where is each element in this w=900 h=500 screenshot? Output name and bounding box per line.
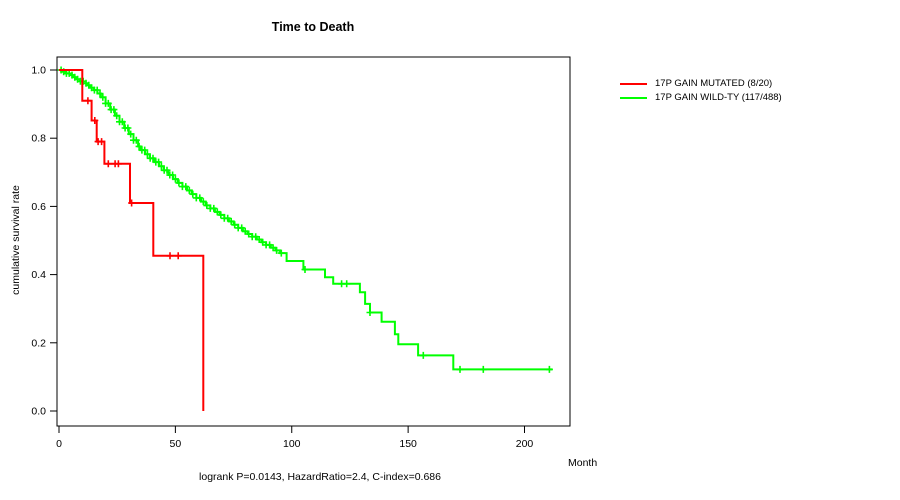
censor-mark [124, 124, 132, 132]
censor-mark [185, 186, 193, 194]
censor-mark [110, 106, 118, 114]
legend: 17P GAIN MUTATED (8/20) 17P GAIN WILD-TY… [620, 78, 782, 103]
chart-title: Time to Death [271, 20, 355, 34]
x-tick-label: 100 [283, 438, 301, 450]
censor-mark [366, 309, 374, 316]
x-tick-label: 0 [56, 438, 62, 450]
censor-mark [98, 138, 106, 146]
censor-mark [189, 190, 197, 198]
censor-mark [104, 99, 112, 107]
legend-item-mutated: 17P GAIN MUTATED (8/20) [620, 78, 782, 89]
legend-line-green [620, 96, 647, 99]
censor-mark [166, 252, 174, 260]
censor-mark [132, 136, 140, 144]
censor-mark [114, 160, 122, 168]
y-axis: 0.0 0.2 0.4 0.6 0.8 1.0 [31, 65, 57, 418]
censor-mark [196, 194, 204, 202]
x-axis-title: Month [568, 457, 598, 469]
censor-mark [456, 365, 464, 373]
legend-item-wildtype: 17P GAIN WILD-TY (117/488) [620, 92, 782, 103]
censor-mark [273, 246, 281, 254]
series-wildtype [57, 66, 553, 373]
censor-mark [163, 166, 171, 174]
censor-mark [99, 93, 107, 101]
censor-mark [104, 160, 112, 168]
censor-mark [238, 224, 246, 232]
survival-curve [59, 69, 205, 411]
censor-mark [169, 171, 177, 179]
legend-label-wildtype: 17P GAIN WILD-TY (117/488) [655, 92, 782, 103]
censor-mark [96, 90, 104, 97]
censor-mark [545, 365, 553, 373]
series-mutated [59, 69, 205, 411]
footer-stats: logrank P=0.0143, HazardRatio=2.4, C-ind… [199, 471, 441, 483]
y-axis-title: cumulative survival rate [10, 185, 22, 295]
censor-mark [277, 249, 285, 257]
plot-box [56, 56, 571, 427]
censor-mark [301, 266, 309, 273]
censor-mark [175, 179, 183, 187]
censor-mark [217, 211, 225, 219]
y-tick-label: 0.8 [31, 133, 46, 145]
legend-line-red [620, 82, 647, 85]
censor-mark [155, 158, 163, 166]
y-tick-label: 0.4 [31, 269, 46, 281]
legend-label-mutated: 17P GAIN MUTATED (8/20) [655, 78, 773, 89]
x-tick-label: 50 [170, 438, 182, 450]
censor-mark [343, 280, 351, 288]
censor-mark [174, 252, 182, 260]
y-tick-label: 1.0 [31, 65, 46, 77]
censor-mark [182, 183, 190, 191]
censor-mark [141, 146, 149, 154]
censor-mark [127, 130, 135, 138]
y-tick-label: 0.0 [31, 406, 46, 418]
censor-mark [118, 118, 126, 126]
censor-mark [199, 198, 207, 206]
censor-mark [149, 154, 157, 162]
censor-mark [210, 204, 218, 212]
x-tick-label: 200 [516, 438, 534, 450]
censor-mark [171, 175, 179, 183]
censor-mark [479, 365, 487, 373]
censor-mark [128, 199, 136, 207]
y-tick-label: 0.2 [31, 337, 46, 349]
x-axis: 0 50 100 150 200 [56, 426, 533, 450]
censor-mark [91, 117, 99, 124]
y-tick-label: 0.6 [31, 201, 46, 213]
censor-mark [135, 142, 143, 150]
censor-mark [143, 150, 151, 158]
censor-mark [157, 162, 165, 170]
censor-mark [113, 112, 121, 120]
censor-mark [419, 351, 427, 359]
censor-mark [84, 97, 92, 105]
censor-mark [227, 217, 235, 225]
survival-curve [59, 69, 553, 371]
x-tick-label: 150 [399, 438, 417, 450]
